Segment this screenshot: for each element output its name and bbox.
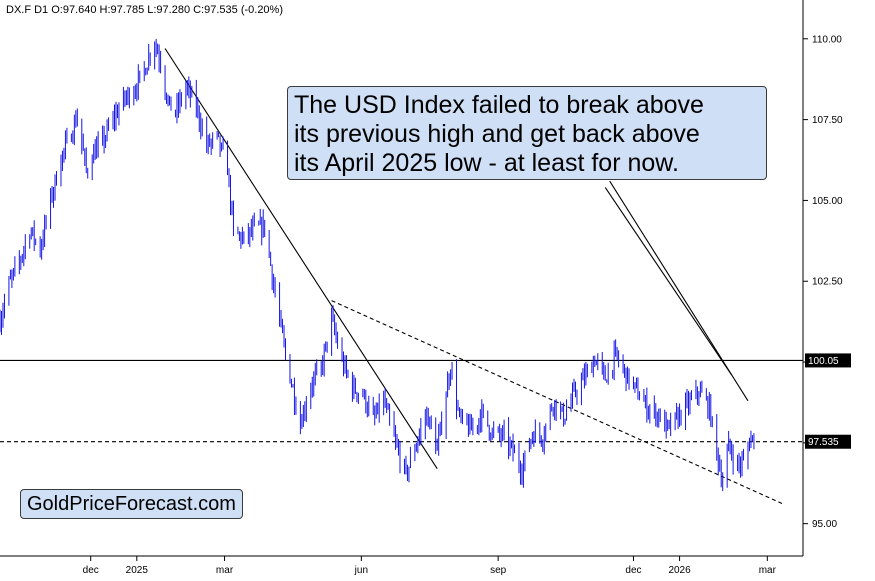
x-tick-label: dec xyxy=(83,565,99,576)
price-tag-box xyxy=(805,434,851,449)
y-tick-label: 95.00 xyxy=(812,519,837,530)
price-series xyxy=(0,38,755,492)
price-tag-box xyxy=(805,353,851,368)
annotation-line-2: its previous high and get back above xyxy=(294,120,700,148)
annotation-line-1: The USD Index failed to break above xyxy=(294,91,704,119)
price-tag-label: 100.05 xyxy=(808,356,839,367)
y-tick-label: 102.50 xyxy=(812,277,843,288)
x-tick-label: dec xyxy=(625,565,641,576)
x-tick-label: mar xyxy=(759,565,777,576)
annotation-callout: The USD Index failed to break above its … xyxy=(287,86,767,180)
reference-lines xyxy=(0,48,803,505)
annotation-line-3: its April 2025 low - at least for now. xyxy=(294,149,679,177)
annotation-pointer-line xyxy=(604,187,733,376)
y-tick-label: 110.00 xyxy=(812,34,842,45)
y-tick-label: 107.50 xyxy=(812,115,843,126)
dashed-trend-line xyxy=(331,300,784,505)
x-tick-label: jun xyxy=(354,565,368,576)
axes: 95.0097.50100.00102.50105.00107.50110.00… xyxy=(0,0,851,576)
x-tick-label: 2026 xyxy=(668,565,691,576)
price-tag-label: 97.535 xyxy=(808,437,839,448)
y-tick-label: 105.00 xyxy=(812,196,843,207)
x-tick-label: mar xyxy=(216,565,234,576)
brand-watermark: GoldPriceForecast.com xyxy=(20,489,243,519)
solid-trend-line xyxy=(164,48,438,470)
ohlc-readout: DX.F D1 O:97.640 H:97.785 L:97.280 C:97.… xyxy=(6,4,283,16)
x-tick-label: 2025 xyxy=(126,565,149,576)
x-tick-label: sep xyxy=(490,565,507,576)
